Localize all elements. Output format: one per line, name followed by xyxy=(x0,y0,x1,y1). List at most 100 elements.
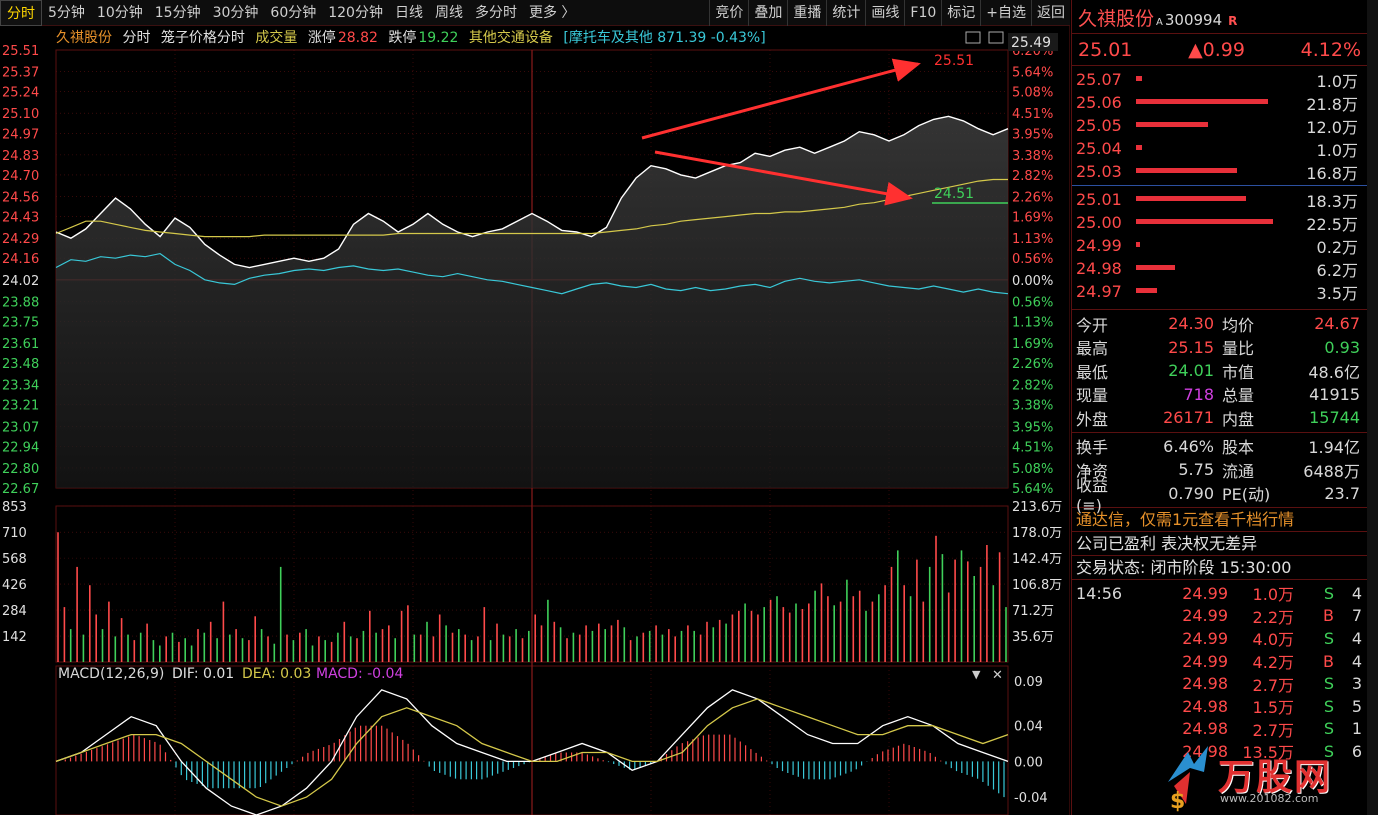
macd-dea: DEA: 0.03 xyxy=(242,666,311,682)
stat-value: 1.94亿 xyxy=(1308,438,1360,458)
pct-axis-label: 5.64% xyxy=(1012,482,1053,497)
trade-price: 24.99 xyxy=(1182,628,1228,648)
pct-axis-label: 0.56% xyxy=(1012,252,1053,267)
pct-axis-label: 1.13% xyxy=(1012,315,1053,330)
macd-axis-label: 0.04 xyxy=(1014,720,1043,735)
ask-row[interactable]: 25.07 1.0万 xyxy=(1072,68,1367,91)
trade-price: 24.98 xyxy=(1182,696,1228,716)
trade-volume: 2.7万 xyxy=(1252,675,1294,695)
mark-button[interactable]: 标记 xyxy=(941,0,980,26)
macd-value: MACD: -0.04 xyxy=(316,666,403,682)
pct-axis-label: 0.56% xyxy=(1012,295,1053,310)
stat-row: 收益(≡) 0.790 PE(动) 23.7 xyxy=(1072,476,1367,515)
intraday-chart[interactable]: 25.51 6.20%25.37 5.64%25.24 5.08%25.10 4.51%… xyxy=(0,26,1070,815)
macd-dropdown-icon[interactable]: ▼ xyxy=(972,668,981,681)
macd-axis-label: 0.00 xyxy=(1014,755,1043,770)
ask-row[interactable]: 25.06 21.8万 xyxy=(1072,91,1367,114)
trade-count: 6 xyxy=(1351,741,1362,761)
tab-5min[interactable]: 5分钟 xyxy=(48,4,85,21)
bid-price: 25.01 xyxy=(1076,190,1122,209)
trade-row: 24.99 4.0万 S 4 xyxy=(1072,627,1367,650)
bid-price: 24.98 xyxy=(1076,259,1122,278)
tab-30min[interactable]: 30分钟 xyxy=(212,4,259,21)
stat-row: 净资 5.75 流通 6488万 xyxy=(1072,458,1367,482)
overlay-button[interactable]: 叠加 xyxy=(748,0,787,26)
info-stock-name: 久祺股份 xyxy=(56,30,112,46)
volume-axis-label-right: 71.2万 xyxy=(1012,604,1054,619)
ask-price: 25.03 xyxy=(1076,162,1122,181)
stat-label: 今开 xyxy=(1076,315,1109,335)
stat-value: 24.01 xyxy=(1168,361,1214,381)
trade-count: 1 xyxy=(1351,719,1362,739)
stat-value: 0.790 xyxy=(1168,483,1214,503)
bid-volume: 0.2万 xyxy=(1316,237,1358,257)
add-watchlist-button[interactable]: +自选 xyxy=(980,0,1031,26)
current-price-tag: 25.49 xyxy=(1011,35,1051,51)
draw-line-button[interactable]: 画线 xyxy=(865,0,904,26)
ask-row[interactable]: 25.05 12.0万 xyxy=(1072,114,1367,137)
price-axis-label: 24.02 xyxy=(2,274,39,289)
stats-table-1: 今开 24.30 均价 24.67 最高 25.15 量比 0.93 最低 24.01 市值 48.6… xyxy=(1072,310,1367,433)
tab-120min[interactable]: 120分钟 xyxy=(328,4,383,21)
price-axis-label: 24.16 xyxy=(2,252,39,267)
tab-10min[interactable]: 10分钟 xyxy=(96,4,143,21)
tab-intraday[interactable]: 分时 xyxy=(0,0,42,26)
info-limit-up-label: 涨停 xyxy=(307,30,336,46)
bid-row[interactable]: 24.98 6.2万 xyxy=(1072,257,1367,280)
ask-book: 25.07 1.0万 25.06 21.8万 25.05 12.0万 25.04 1.0万 25… xyxy=(1072,66,1367,186)
tab-daily[interactable]: 日线 xyxy=(394,4,423,21)
trade-side: S xyxy=(1323,628,1334,648)
volume-axis-label: 853 xyxy=(2,500,27,515)
price-axis-label: 24.29 xyxy=(2,232,39,247)
trade-volume: 13.5万 xyxy=(1242,743,1294,763)
price-axis-label: 25.24 xyxy=(2,86,39,101)
bid-row[interactable]: 24.99 0.2万 xyxy=(1072,234,1367,257)
stat-label: 均价 xyxy=(1222,315,1255,335)
ask-volume: 1.0万 xyxy=(1316,71,1358,91)
ask-row[interactable]: 25.04 1.0万 xyxy=(1072,137,1367,160)
tab-60min[interactable]: 60分钟 xyxy=(270,4,317,21)
trade-volume: 2.2万 xyxy=(1252,607,1294,627)
chart-info-line: 久祺股份 分时 笼子价格分时 成交量 涨停 28.82 跌停 19.22 其他交通设… xyxy=(56,27,1008,49)
volume-axis-label: 142 xyxy=(2,630,27,645)
info-limit-down: 19.22 xyxy=(418,30,459,46)
tab-multi-intraday[interactable]: 多分时 xyxy=(474,4,517,21)
auction-button[interactable]: 竞价 xyxy=(709,0,748,26)
trade-price: 24.99 xyxy=(1182,583,1228,603)
tab-weekly[interactable]: 周线 xyxy=(434,4,463,21)
trade-row: 24.98 1.5万 S 5 xyxy=(1072,695,1367,718)
macd-close-icon[interactable]: ✕ xyxy=(992,668,1003,683)
stock-header: 久祺股份 A 300994 R xyxy=(1072,0,1367,34)
trade-row: 24.98 2.7万 S 3 xyxy=(1072,672,1367,695)
restore-icon[interactable] xyxy=(988,31,1004,44)
stat-label: 净资 xyxy=(1076,461,1109,481)
f10-button[interactable]: F10 xyxy=(904,0,941,26)
bid-row[interactable]: 24.97 3.5万 xyxy=(1072,280,1367,303)
replay-button[interactable]: 重播 xyxy=(787,0,826,26)
depth-bar xyxy=(1136,242,1140,247)
maximize-icon[interactable] xyxy=(965,31,981,44)
tab-more[interactable]: 更多 〉 xyxy=(528,4,576,21)
promo-message[interactable]: 通达信，仅需1元查看千档行情 xyxy=(1072,508,1367,532)
back-button[interactable]: 返回 xyxy=(1031,0,1070,26)
info-volume-label: 成交量 xyxy=(255,30,298,46)
trade-volume: 2.7万 xyxy=(1252,720,1294,740)
stat-value: 26171 xyxy=(1163,408,1214,428)
bid-volume: 18.3万 xyxy=(1306,191,1358,211)
volume-axis-label-right: 213.6万 xyxy=(1012,500,1062,515)
stat-value: 15744 xyxy=(1309,408,1360,428)
tab-15min[interactable]: 15分钟 xyxy=(154,4,201,21)
statistics-button[interactable]: 统计 xyxy=(826,0,865,26)
price-axis-label: 23.61 xyxy=(2,337,39,352)
ask-price: 25.05 xyxy=(1076,116,1122,135)
trade-row: 24.98 2.7万 S 1 xyxy=(1072,718,1367,741)
pct-axis-label: 3.38% xyxy=(1012,399,1053,414)
stat-value: 6488万 xyxy=(1303,461,1360,481)
price-axis-label: 22.67 xyxy=(2,482,39,497)
price-axis-label: 24.43 xyxy=(2,211,39,226)
trade-count: 4 xyxy=(1351,583,1362,603)
bid-row[interactable]: 25.01 18.3万 xyxy=(1072,188,1367,211)
bid-row[interactable]: 25.00 22.5万 xyxy=(1072,211,1367,234)
stat-label: 股本 xyxy=(1222,438,1255,458)
ask-row[interactable]: 25.03 16.8万 xyxy=(1072,160,1367,183)
